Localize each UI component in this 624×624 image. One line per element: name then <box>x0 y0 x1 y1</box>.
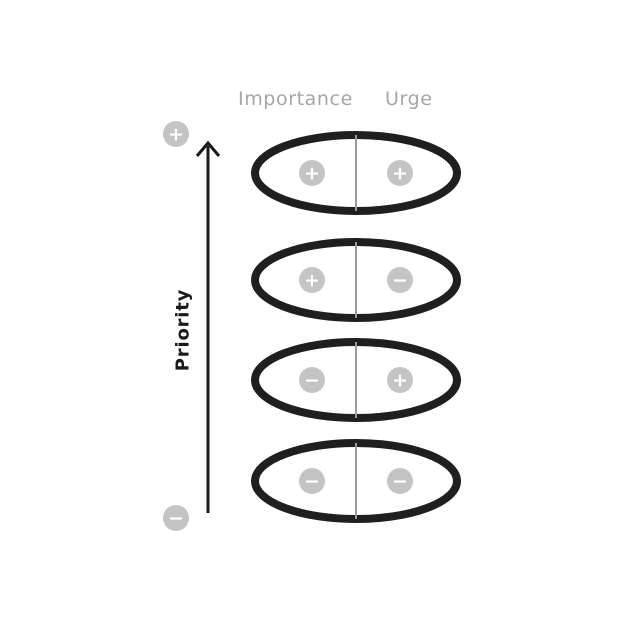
importance-sign-badge: − <box>299 367 325 393</box>
axis-top-plus-badge: + <box>163 121 189 147</box>
importance-sign-badge: + <box>299 267 325 293</box>
importance-sign: − <box>304 370 320 392</box>
priority-axis-arrowhead <box>195 140 221 157</box>
axis-bottom-sign: − <box>168 508 184 530</box>
urge-sign: + <box>392 163 408 185</box>
importance-sign: + <box>304 163 320 185</box>
urge-sign-badge: − <box>387 468 413 494</box>
urge-sign: − <box>392 471 408 493</box>
axis-top-sign: + <box>168 124 184 146</box>
urge-sign: + <box>392 370 408 392</box>
urge-sign-badge: − <box>387 267 413 293</box>
urge-sign-badge: + <box>387 367 413 393</box>
priority-row-4: − − <box>251 439 461 523</box>
importance-sign: + <box>304 270 320 292</box>
priority-row-1: + + <box>251 131 461 215</box>
importance-sign-badge: + <box>299 160 325 186</box>
urge-sign-badge: + <box>387 160 413 186</box>
priority-row-2: + − <box>251 238 461 322</box>
axis-bottom-minus-badge: − <box>163 505 189 531</box>
importance-sign: − <box>304 471 320 493</box>
urge-header: Urge <box>385 88 433 110</box>
urge-sign: − <box>392 270 408 292</box>
importance-header: Importance <box>238 88 353 110</box>
priority-row-3: − + <box>251 338 461 422</box>
importance-sign-badge: − <box>299 468 325 494</box>
